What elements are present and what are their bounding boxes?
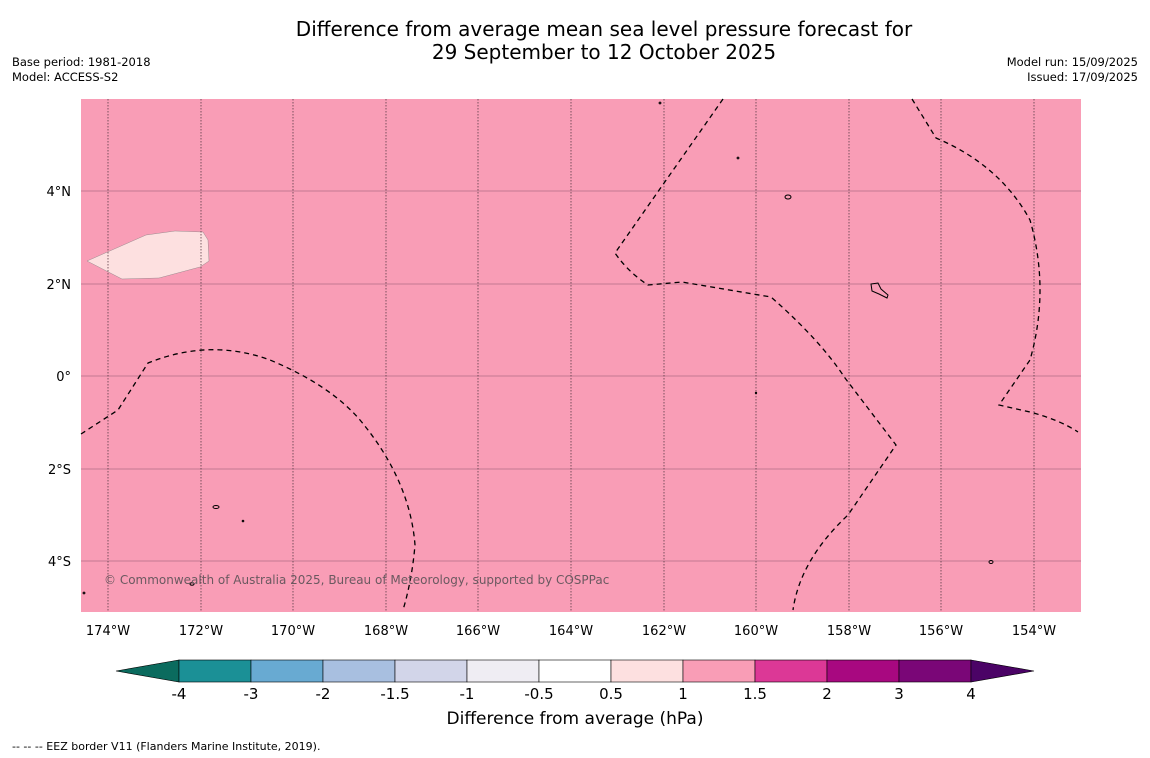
colorbar-extend-high — [970, 659, 1035, 683]
colorbar-swatch — [538, 659, 612, 683]
island — [736, 156, 740, 160]
meta-left: Base period: 1981-2018 Model: ACCESS-S2 — [12, 55, 151, 85]
colorbar-label: -3 — [244, 685, 259, 703]
lon-label-160w: 160°W — [734, 624, 778, 639]
colorbar-swatch — [754, 659, 828, 683]
title-line-2: 29 September to 12 October 2025 — [431, 40, 777, 64]
colorbar-title: Difference from average (hPa) — [446, 709, 704, 729]
lat-label-4s: 4°S — [48, 555, 71, 570]
lon-label-168w: 168°W — [364, 624, 408, 639]
colorbar-label: 3 — [894, 685, 904, 703]
issued-label: Issued: 17/09/2025 — [1027, 70, 1138, 84]
lat-label-4n: 4°N — [47, 185, 72, 200]
island — [212, 505, 220, 509]
lat-label-2s: 2°S — [48, 463, 71, 478]
island — [189, 582, 195, 586]
colorbar-label: 1.5 — [743, 685, 767, 703]
model-run-label: Model run: 15/09/2025 — [1006, 55, 1138, 69]
lon-label-156w: 156°W — [919, 624, 963, 639]
island — [988, 560, 994, 564]
colorbar-swatch — [682, 659, 756, 683]
lon-label-174w: 174°W — [86, 624, 130, 639]
colorbar-label: -1.5 — [380, 685, 409, 703]
lon-label-172w: 172°W — [179, 624, 223, 639]
eez-border-kiribati-phoenix — [80, 349, 416, 611]
colorbar-label: -1 — [460, 685, 475, 703]
colorbar-swatch — [898, 659, 972, 683]
colorbar — [115, 659, 1035, 683]
colorbar-label: -4 — [172, 685, 187, 703]
anomaly-fill-1-to-1.5 — [81, 99, 1081, 612]
map-title: Difference from average mean sea level p… — [0, 18, 1150, 64]
eez-footnote: -- -- -- EEZ border V11 (Flanders Marine… — [12, 740, 321, 753]
base-period-label: Base period: 1981-2018 — [12, 55, 151, 69]
anomaly-fill-0.5-to-1 — [86, 230, 210, 280]
title-line-1: Difference from average mean sea level p… — [295, 17, 913, 41]
lon-label-170w: 170°W — [271, 624, 315, 639]
colorbar-extend-low — [115, 659, 180, 683]
lat-label-0: 0° — [56, 370, 71, 385]
model-label: Model: ACCESS-S2 — [12, 70, 119, 84]
eez-border-kiribati-line-west — [614, 98, 897, 611]
colorbar-swatch — [178, 659, 252, 683]
islands — [82, 101, 994, 595]
island — [658, 101, 662, 105]
colorbar-label: -0.5 — [524, 685, 553, 703]
island — [754, 391, 758, 395]
lon-labels: 174°W 172°W 170°W 168°W 166°W 164°W 162°… — [86, 624, 1056, 639]
colorbar-labels: -4 -3 -2 -1.5 -1 -0.5 0.5 1 1.5 2 3 4 — [172, 685, 976, 703]
island — [82, 591, 86, 595]
meta-right: Model run: 15/09/2025 Issued: 17/09/2025 — [1007, 55, 1138, 85]
eez-borders — [80, 98, 1079, 611]
lat-labels: 4°N 2°N 0° 2°S 4°S — [47, 185, 72, 570]
lon-label-158w: 158°W — [827, 624, 871, 639]
lon-label-164w: 164°W — [549, 624, 593, 639]
island-kiritimati — [870, 282, 889, 299]
lon-label-162w: 162°W — [642, 624, 686, 639]
colorbar-label: 0.5 — [599, 685, 623, 703]
lon-label-154w: 154°W — [1012, 624, 1056, 639]
copyright-text: © Commonwealth of Australia 2025, Bureau… — [104, 573, 609, 587]
colorbar-label: 4 — [966, 685, 976, 703]
lat-label-2n: 2°N — [47, 278, 72, 293]
colorbar-swatch — [250, 659, 324, 683]
eez-border-kiribati-line-east — [911, 98, 1079, 433]
colorbar-swatch — [466, 659, 540, 683]
lon-label-166w: 166°W — [456, 624, 500, 639]
lat-gridlines — [81, 190, 1081, 562]
colorbar-swatch — [394, 659, 468, 683]
colorbar-swatch — [322, 659, 396, 683]
island — [241, 519, 245, 523]
colorbar-label: 2 — [822, 685, 832, 703]
colorbar-label: 1 — [678, 685, 688, 703]
colorbar-swatch — [610, 659, 684, 683]
colorbar-label: -2 — [316, 685, 331, 703]
island — [784, 194, 792, 200]
lon-gridlines — [107, 99, 1035, 612]
colorbar-swatch — [826, 659, 900, 683]
